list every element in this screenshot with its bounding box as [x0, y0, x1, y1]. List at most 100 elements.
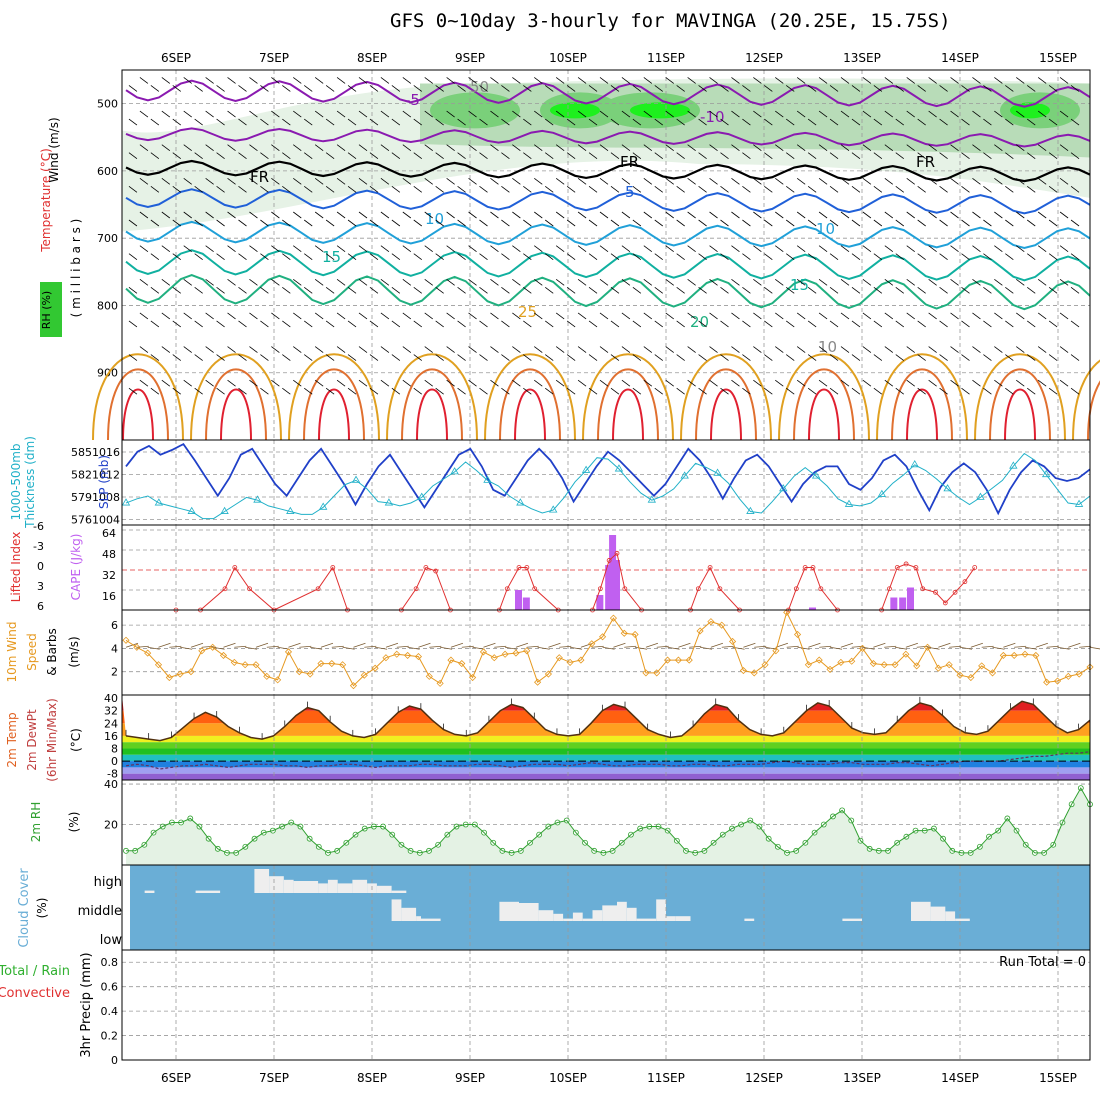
wind-barb — [271, 211, 280, 219]
wind-barb — [172, 186, 182, 193]
wind-barb — [829, 85, 839, 92]
date-label-top: 14SEP — [941, 51, 979, 65]
wind-barb — [917, 354, 926, 361]
cloud-mid-bar — [572, 912, 583, 921]
wind-barb — [369, 186, 379, 193]
wind-barb — [435, 253, 444, 260]
wind-barb — [643, 312, 653, 320]
wind-barb — [643, 245, 653, 252]
wind-speed-marker — [555, 654, 563, 662]
wind-barb — [566, 253, 576, 260]
wind-barb — [555, 245, 565, 252]
wind-barb — [884, 211, 894, 219]
wind-barb — [293, 110, 302, 118]
wind-barb — [873, 387, 883, 395]
wind-barb — [501, 253, 510, 260]
wind-barb — [775, 379, 784, 387]
wind-barb — [402, 77, 412, 84]
ylabel-slp: SLP (mb) — [97, 455, 111, 509]
wind-barb-10m — [559, 645, 572, 648]
li-marker — [597, 586, 603, 592]
wind-barb — [807, 253, 817, 260]
wind-speed-marker — [425, 672, 433, 680]
wind-barb — [325, 320, 335, 328]
wind-barb — [347, 320, 357, 328]
lifted-index-line — [176, 552, 976, 611]
wind-speed-marker — [978, 662, 986, 670]
wind-barb — [172, 152, 182, 160]
dewpoint-line — [125, 751, 1091, 770]
rh2m-line — [126, 787, 1091, 854]
wind-barb — [610, 286, 620, 294]
wind-barb — [1005, 387, 1014, 395]
wind-tick: 2 — [111, 666, 118, 679]
wind-barb — [654, 219, 664, 227]
wind-barb — [873, 118, 883, 126]
wind-speed-marker — [317, 659, 325, 668]
wind-barb-10m — [1014, 645, 1027, 648]
wind-speed-line — [125, 610, 1091, 687]
wind-speed-marker — [284, 648, 293, 656]
wind-barb — [325, 387, 335, 395]
contour-label: -10 — [700, 108, 725, 126]
wind-barb — [829, 219, 839, 227]
wind-barb — [413, 320, 423, 328]
wind-barb — [358, 346, 368, 353]
wind-barb — [709, 346, 718, 353]
wind-barb — [468, 211, 477, 219]
wind-barb — [807, 354, 817, 361]
wind-barb — [972, 178, 981, 185]
wind-barb — [282, 152, 291, 160]
wind-barb — [303, 118, 313, 126]
temp-color-band — [122, 773, 1090, 780]
li-marker — [818, 586, 824, 592]
wind-barb — [1059, 144, 1069, 152]
wind-barb — [742, 253, 751, 260]
wind-barb — [314, 110, 324, 118]
wind-barb — [983, 286, 992, 294]
wind-barb — [336, 278, 346, 286]
wind-speed-marker — [728, 637, 737, 646]
isotherm-35 — [710, 388, 742, 441]
wind-barb — [621, 312, 631, 320]
wind-barb — [523, 186, 532, 193]
li-marker — [247, 586, 252, 592]
wind-barb-10m — [970, 642, 983, 648]
cloud-level-label: low — [100, 933, 123, 948]
wind-barb — [862, 211, 872, 219]
wind-barb — [599, 379, 609, 387]
wind-barb — [391, 118, 401, 126]
rh2m-tick: 40 — [104, 778, 118, 791]
wind-barb — [775, 144, 784, 152]
wind-barb — [895, 253, 905, 260]
wind-barb — [227, 278, 236, 286]
wind-barb — [994, 178, 1003, 185]
wind-barb — [862, 312, 872, 320]
wind-barb-10m — [743, 642, 756, 648]
wind-barb — [424, 178, 433, 185]
wind-barb — [457, 354, 466, 361]
wind-barb — [260, 118, 269, 126]
wind-barb — [972, 245, 981, 252]
wind-tick: 6 — [111, 619, 118, 632]
wind-speed-marker — [772, 647, 780, 655]
wind-barb — [873, 219, 883, 227]
wind-barb — [621, 144, 631, 152]
wind-barb-10m — [1068, 642, 1081, 648]
wind-barb — [687, 178, 696, 185]
wind-barb — [479, 118, 488, 126]
wind-barb — [183, 245, 192, 252]
isotherm-5 — [125, 188, 1091, 215]
wind-barb — [884, 144, 894, 152]
slp-tick: 1008 — [92, 491, 120, 504]
wind-barb — [621, 211, 631, 219]
wind-barb — [709, 245, 718, 252]
wind-barb — [325, 253, 335, 260]
wind-barb — [1048, 387, 1058, 395]
wind-barb — [566, 219, 576, 227]
wind-speed-marker — [414, 653, 423, 661]
wind-barb — [413, 286, 423, 294]
wind-barb — [150, 320, 160, 328]
wind-barb — [293, 211, 302, 219]
wind-barb — [161, 77, 171, 84]
